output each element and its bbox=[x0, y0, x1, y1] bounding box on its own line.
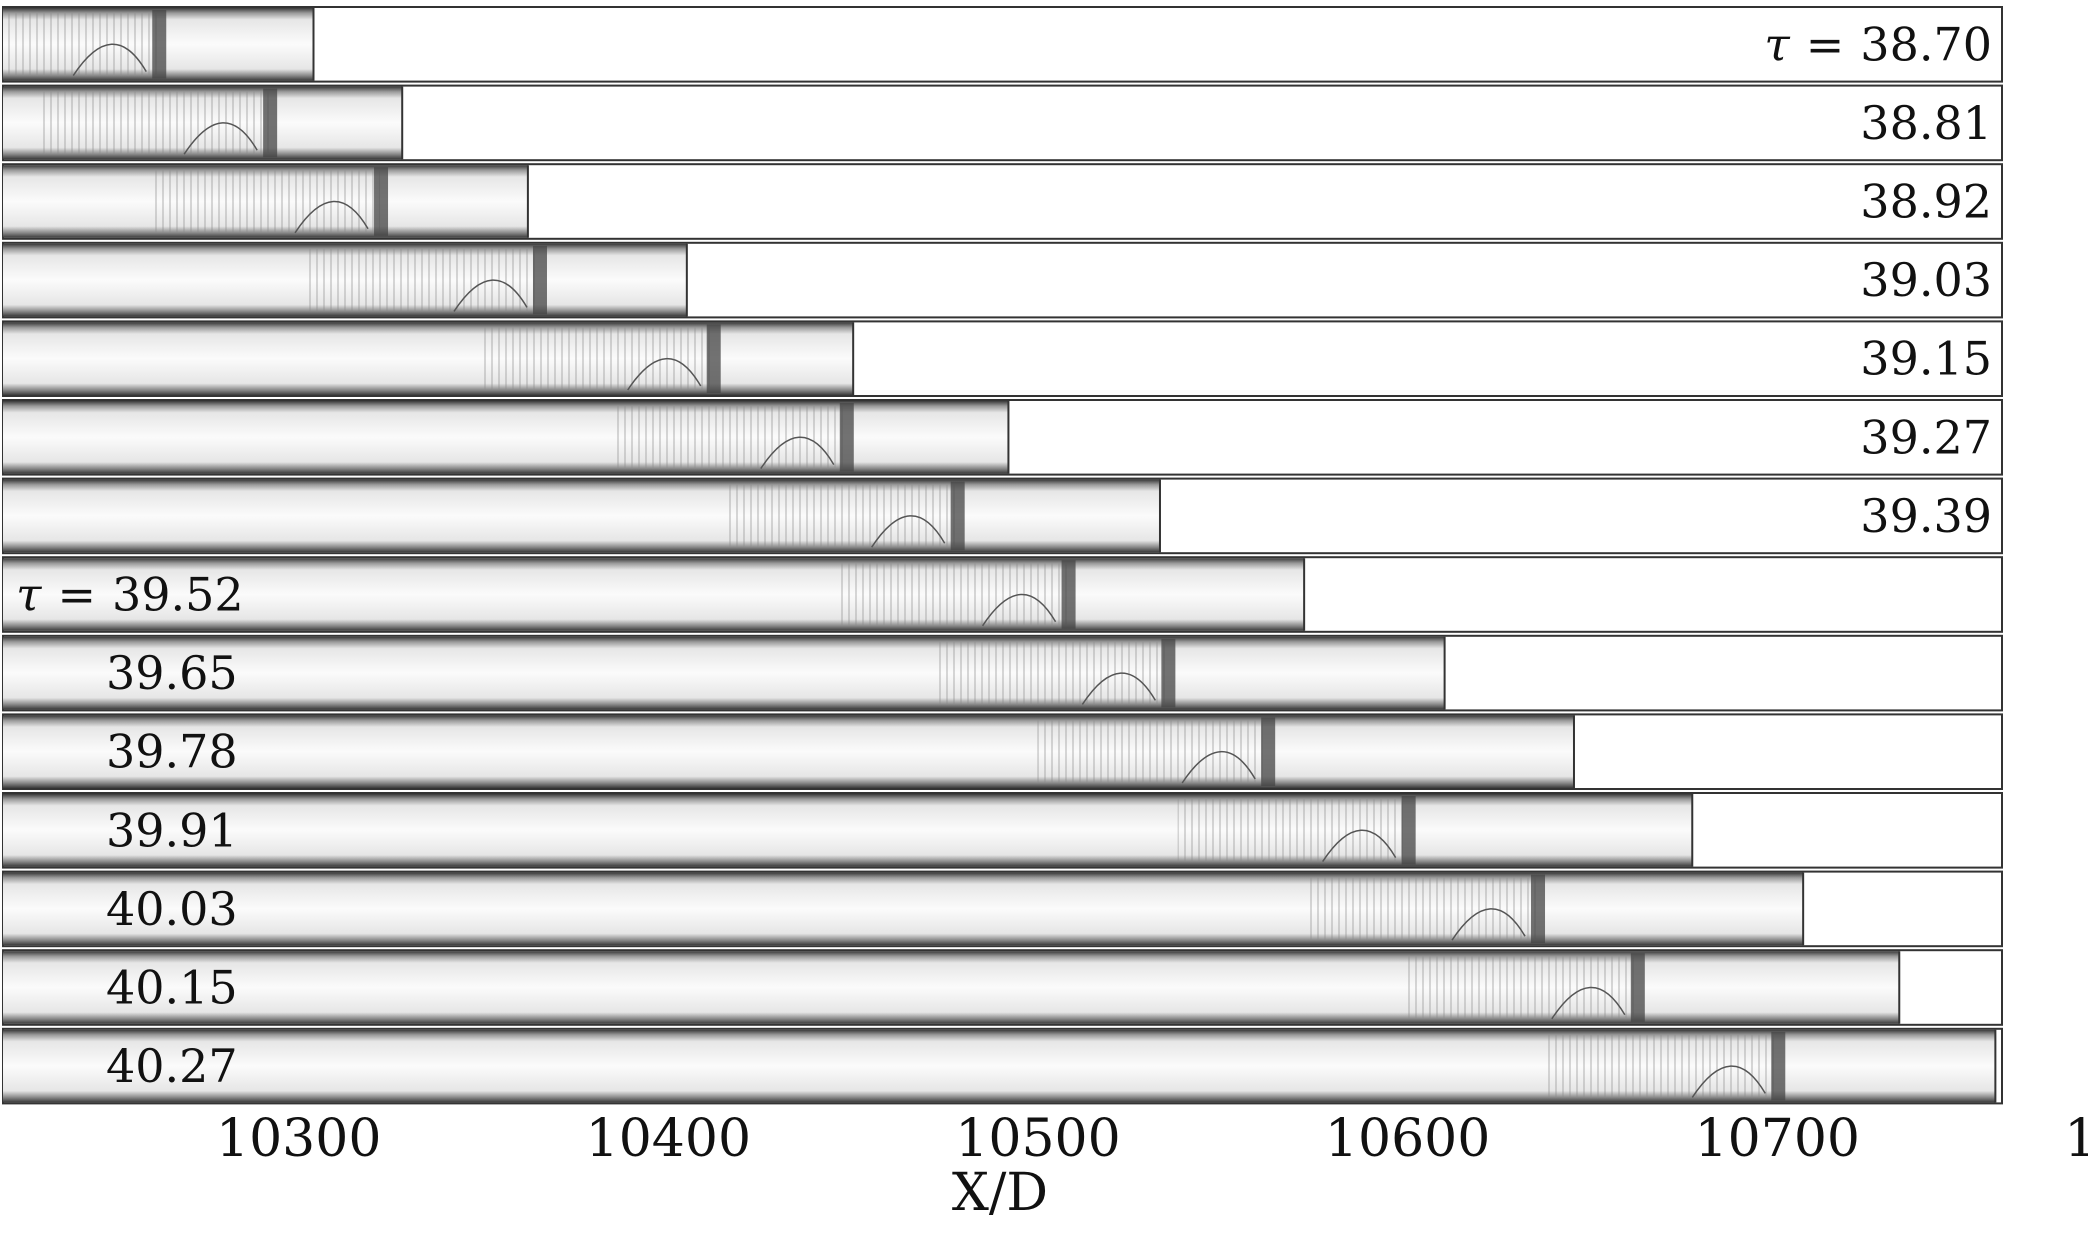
detonation-front bbox=[263, 88, 278, 158]
cellular-structure bbox=[837, 563, 1068, 626]
cellular-structure bbox=[615, 406, 846, 469]
shock-arc bbox=[1451, 908, 1526, 941]
panel-tau-label: 40.03 bbox=[106, 882, 238, 936]
cellular-structure bbox=[726, 484, 957, 548]
panel-tau-label: 39.39 bbox=[1860, 489, 1992, 543]
channel-image bbox=[3, 951, 1901, 1024]
x-tick-label: 10600 bbox=[1325, 1109, 1490, 1169]
channel-image bbox=[3, 8, 315, 81]
shock-arc bbox=[760, 436, 835, 470]
channel-image bbox=[3, 479, 1161, 553]
detonation-front bbox=[152, 10, 167, 79]
channel-image bbox=[3, 1029, 1997, 1103]
x-tick-label: 10500 bbox=[955, 1109, 1120, 1169]
panel-tau-label: 38.81 bbox=[1860, 96, 1992, 150]
detonation-front bbox=[1771, 1031, 1786, 1101]
shock-arc bbox=[1691, 1065, 1766, 1098]
shock-arc bbox=[183, 122, 258, 155]
cellular-structure bbox=[1547, 1034, 1778, 1098]
cellular-structure bbox=[1406, 956, 1637, 1019]
shock-arc bbox=[871, 515, 946, 548]
detonation-front bbox=[1630, 953, 1645, 1022]
x-tick-label: 10400 bbox=[586, 1109, 751, 1169]
panel-tau-label: 40.15 bbox=[106, 961, 238, 1015]
panel: 40.15 bbox=[2, 949, 2003, 1026]
cellular-structure bbox=[150, 170, 381, 233]
channel-image bbox=[3, 322, 855, 395]
panel-tau-label: 39.27 bbox=[1860, 410, 1992, 464]
panel-tau-label: 39.65 bbox=[106, 646, 238, 700]
x-axis-title: X/D bbox=[952, 1163, 1048, 1223]
x-axis: 10300 10400 10500 10600 10700 10800 X/D bbox=[216, 1109, 2088, 1223]
panel: 39.15 bbox=[2, 320, 2003, 397]
detonation-front bbox=[1161, 638, 1176, 708]
panel: 38.92 bbox=[2, 163, 2003, 240]
cellular-structure bbox=[39, 91, 270, 155]
channel-image bbox=[3, 794, 1694, 867]
x-tick-label: 10300 bbox=[216, 1109, 381, 1169]
cellular-structure bbox=[937, 641, 1168, 705]
channel-image bbox=[3, 86, 404, 160]
panel: τ = 39.52 bbox=[2, 556, 2003, 633]
shock-arc bbox=[1322, 829, 1397, 863]
panel: 40.27 bbox=[2, 1027, 2003, 1105]
cellular-structure bbox=[308, 248, 539, 312]
detonation-front bbox=[532, 245, 547, 315]
channel-image bbox=[3, 636, 1446, 710]
shock-arc bbox=[1081, 672, 1157, 705]
shock-arc bbox=[1551, 986, 1626, 1020]
panel: 39.03 bbox=[2, 241, 2003, 319]
channel-image bbox=[3, 715, 1575, 788]
panel-frame bbox=[2, 6, 2003, 83]
shock-arc bbox=[294, 200, 369, 234]
channel-image bbox=[3, 243, 688, 317]
panel: 38.81 bbox=[2, 84, 2003, 162]
channel-image bbox=[3, 872, 1805, 946]
panel: 40.03 bbox=[2, 870, 2003, 948]
panel-tau-label: 39.91 bbox=[106, 803, 238, 857]
panel-tau-label: 40.27 bbox=[106, 1039, 238, 1093]
panel-tau-label: 39.15 bbox=[1860, 332, 1992, 386]
panel: 39.27 bbox=[2, 399, 2003, 476]
panel: 39.39 bbox=[2, 477, 2003, 555]
detonation-front bbox=[839, 403, 854, 472]
detonation-front bbox=[1531, 874, 1546, 944]
panel-tau-label: τ = 39.52 bbox=[16, 568, 244, 622]
channel-image bbox=[3, 401, 1010, 474]
cellular-structure bbox=[1307, 877, 1538, 941]
panels-group: τ = 38.70 38.81 38.92 39.03 39.15 39.27 39.39 τ = 3… bbox=[2, 6, 2003, 1105]
detonation-front bbox=[374, 167, 389, 236]
shock-arc bbox=[1181, 751, 1256, 784]
cellular-structure bbox=[1037, 720, 1268, 783]
panel-tau-label: τ = 38.70 bbox=[1764, 17, 1992, 71]
x-tick-label: 10800 bbox=[2064, 1109, 2088, 1169]
channel-image bbox=[3, 558, 1306, 631]
x-tick-label: 10700 bbox=[1695, 1109, 1860, 1169]
cellular-structure bbox=[482, 327, 713, 390]
shock-arc bbox=[981, 593, 1057, 627]
panel: 39.65 bbox=[2, 634, 2003, 712]
panel-tau-label: 39.78 bbox=[106, 725, 238, 779]
detonation-front bbox=[706, 324, 721, 393]
panel: τ = 38.70 bbox=[2, 6, 2003, 83]
shock-arc bbox=[627, 358, 702, 391]
detonation-front bbox=[1061, 560, 1076, 629]
detonation-front bbox=[1401, 796, 1416, 865]
shock-arc bbox=[72, 43, 147, 77]
shock-arc bbox=[453, 279, 528, 312]
panel-tau-label: 38.92 bbox=[1860, 175, 1992, 229]
channel-image bbox=[3, 165, 529, 238]
detonation-front bbox=[950, 481, 965, 551]
cellular-structure bbox=[1177, 799, 1408, 862]
panel: 39.91 bbox=[2, 792, 2003, 869]
detonation-front bbox=[1261, 717, 1276, 786]
panel: 39.78 bbox=[2, 713, 2003, 791]
panel-tau-label: 39.03 bbox=[1860, 253, 1992, 307]
